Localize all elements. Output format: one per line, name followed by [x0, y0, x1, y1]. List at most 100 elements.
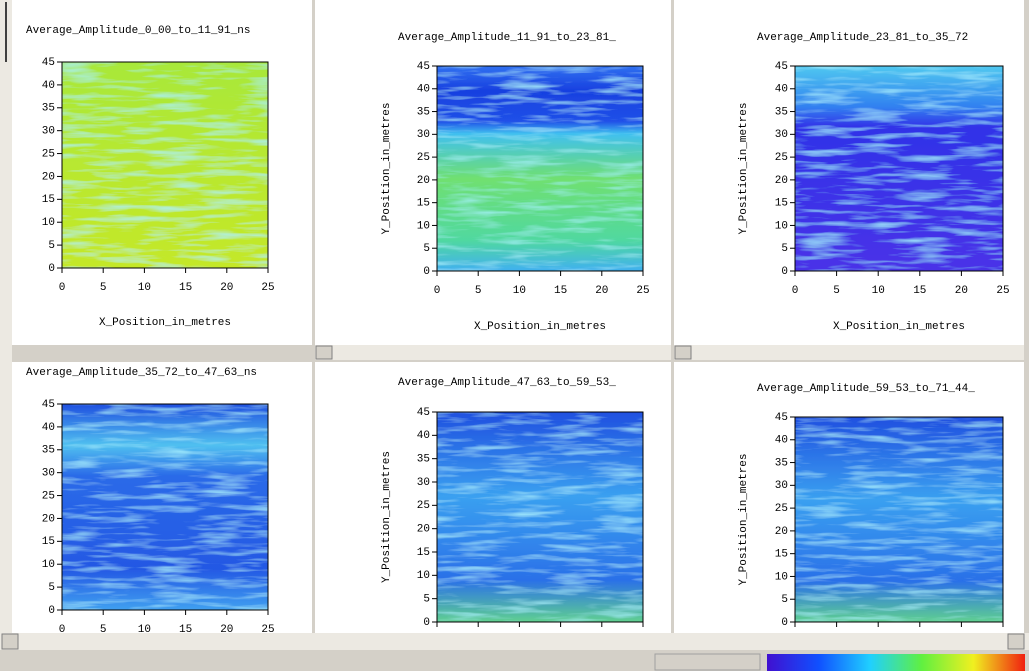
y-tick-label: 45 [775, 61, 788, 73]
splitter [5, 2, 7, 62]
y-tick-label: 15 [775, 198, 788, 210]
x-axis-label: X_Position_in_metres [833, 321, 965, 333]
y-tick-label: 45 [42, 57, 55, 69]
panel-title: Average_Amplitude_11_91_to_23_81_ [398, 32, 616, 44]
y-tick-label: 35 [42, 445, 55, 457]
x-tick-label: 10 [513, 285, 526, 297]
panel-title: Average_Amplitude_59_53_to_71_44_ [757, 383, 975, 395]
x-tick-label: 15 [554, 285, 567, 297]
y-tick-label: 40 [417, 430, 430, 442]
y-tick-label: 15 [417, 547, 430, 559]
x-tick-label: 5 [100, 624, 107, 636]
y-tick-label: 20 [42, 171, 55, 183]
y-tick-label: 10 [417, 220, 430, 232]
x-tick-label: 15 [179, 282, 192, 294]
x-tick-label: 10 [138, 282, 151, 294]
x-tick-label: 25 [261, 282, 274, 294]
x-tick-label: 25 [261, 624, 274, 636]
y-tick-label: 35 [775, 457, 788, 469]
y-tick-label: 35 [42, 103, 55, 115]
y-tick-label: 30 [42, 468, 55, 480]
plot-frame [794, 416, 1004, 623]
x-tick-label: 20 [220, 282, 233, 294]
y-axis-label: Y_Position_in_metres [738, 102, 750, 234]
y-tick-label: 0 [781, 617, 788, 629]
y-tick-label: 5 [48, 582, 55, 594]
scroll-right-button[interactable] [1007, 633, 1025, 650]
y-tick-label: 20 [775, 526, 788, 538]
y-tick-label: 35 [775, 106, 788, 118]
y-tick-label: 40 [775, 435, 788, 447]
y-axis-label: Y_Position_in_metres [738, 453, 750, 585]
y-tick-label: 0 [423, 266, 430, 278]
y-tick-label: 30 [775, 129, 788, 141]
x-tick-label: 0 [59, 282, 66, 294]
panel-title: Average_Amplitude_23_81_to_35_72 [757, 32, 968, 44]
y-tick-label: 30 [42, 126, 55, 138]
plot-frame [436, 411, 644, 623]
heatmap [795, 66, 1003, 271]
x-tick-label: 15 [913, 285, 926, 297]
y-tick-label: 0 [48, 605, 55, 617]
h-scrollbar[interactable] [315, 345, 671, 360]
y-tick-label: 5 [781, 594, 788, 606]
h-scrollbar[interactable] [674, 345, 1024, 360]
y-tick-label: 30 [775, 480, 788, 492]
y-tick-label: 15 [775, 549, 788, 561]
y-tick-label: 35 [417, 454, 430, 466]
y-tick-label: 15 [42, 536, 55, 548]
x-tick-label: 5 [100, 282, 107, 294]
heatmap [437, 412, 643, 622]
y-tick-label: 45 [417, 61, 430, 73]
x-axis-label: X_Position_in_metres [474, 321, 606, 333]
y-tick-label: 15 [42, 194, 55, 206]
x-tick-label: 25 [636, 285, 649, 297]
x-tick-label: 25 [996, 285, 1009, 297]
y-tick-label: 30 [417, 129, 430, 141]
scroll-left-button[interactable] [1, 633, 19, 650]
y-tick-label: 5 [423, 243, 430, 255]
y-tick-label: 35 [417, 106, 430, 118]
y-tick-label: 40 [417, 84, 430, 96]
y-tick-label: 0 [423, 617, 430, 629]
plot-frame [436, 65, 644, 272]
y-tick-label: 25 [42, 490, 55, 502]
y-tick-label: 5 [781, 243, 788, 255]
scroll-left-button[interactable] [315, 345, 333, 360]
y-tick-label: 25 [42, 148, 55, 160]
heatmap [62, 404, 268, 610]
heatmap [62, 62, 268, 268]
y-tick-label: 25 [775, 152, 788, 164]
plot-frame [794, 65, 1004, 272]
y-tick-label: 20 [42, 513, 55, 525]
x-tick-label: 10 [872, 285, 885, 297]
y-tick-label: 45 [417, 407, 430, 419]
panel-title: Average_Amplitude_35_72_to_47_63_ns [26, 367, 257, 379]
left-strip [0, 0, 12, 650]
y-tick-label: 30 [417, 477, 430, 489]
x-tick-label: 15 [179, 624, 192, 636]
panel-title: Average_Amplitude_47_63_to_59_53_ [398, 377, 616, 389]
heatmap [795, 417, 1003, 622]
x-tick-label: 10 [138, 624, 151, 636]
y-tick-label: 25 [775, 503, 788, 515]
y-tick-label: 25 [417, 500, 430, 512]
x-tick-label: 0 [59, 624, 66, 636]
y-tick-label: 0 [48, 263, 55, 275]
x-axis-label: X_Position_in_metres [99, 317, 231, 329]
y-tick-label: 40 [42, 80, 55, 92]
plot-frame [61, 403, 269, 611]
y-tick-label: 40 [775, 84, 788, 96]
y-axis-label: Y_Position_in_metres [381, 451, 393, 583]
x-tick-label: 20 [955, 285, 968, 297]
y-tick-label: 5 [423, 594, 430, 606]
x-tick-label: 20 [220, 624, 233, 636]
x-tick-label: 5 [475, 285, 482, 297]
y-tick-label: 20 [417, 524, 430, 536]
scroll-left-button[interactable] [674, 345, 692, 360]
y-tick-label: 10 [42, 217, 55, 229]
y-tick-label: 45 [775, 412, 788, 424]
status-pane [654, 653, 761, 671]
main-h-scrollbar[interactable] [0, 633, 1029, 650]
y-tick-label: 40 [42, 422, 55, 434]
